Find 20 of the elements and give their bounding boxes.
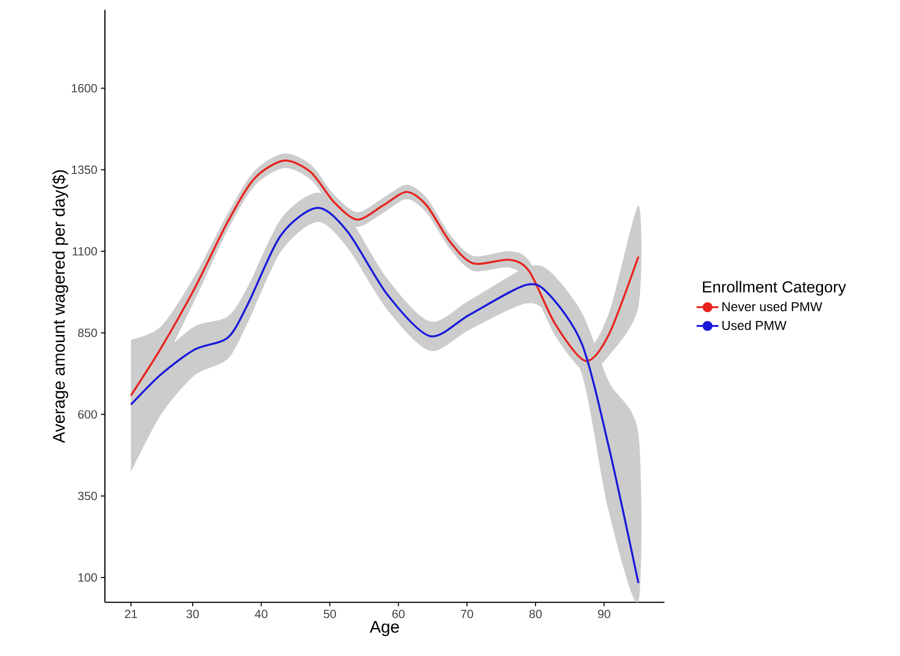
legend-label: Never used PMW (722, 302, 822, 312)
y-tick-label: 1350 (72, 166, 97, 174)
legend-title: Enrollment Category (703, 280, 846, 296)
y-tick-label: 600 (78, 410, 97, 419)
x-axis-title: Age (370, 621, 399, 636)
legend-label: Used PMW (722, 320, 786, 330)
y-tick-label: 100 (78, 573, 97, 582)
y-tick-label: 350 (78, 492, 97, 500)
x-tick-label: 70 (460, 610, 474, 618)
y-axis-title: Average amount wagered per day($) (52, 170, 68, 444)
x-tick-label: 90 (598, 610, 610, 618)
y-tick-label: 1600 (72, 84, 97, 92)
y-tick-label: 850 (78, 328, 97, 338)
x-tick-label: 40 (254, 610, 268, 618)
x-tick-label: 21 (124, 610, 137, 618)
x-tick-label: 60 (392, 610, 405, 618)
y-tick-label: 1100 (72, 247, 97, 256)
x-tick-label: 30 (186, 610, 199, 618)
x-tick-label: 80 (529, 610, 542, 618)
x-tick-label: 50 (324, 610, 336, 618)
